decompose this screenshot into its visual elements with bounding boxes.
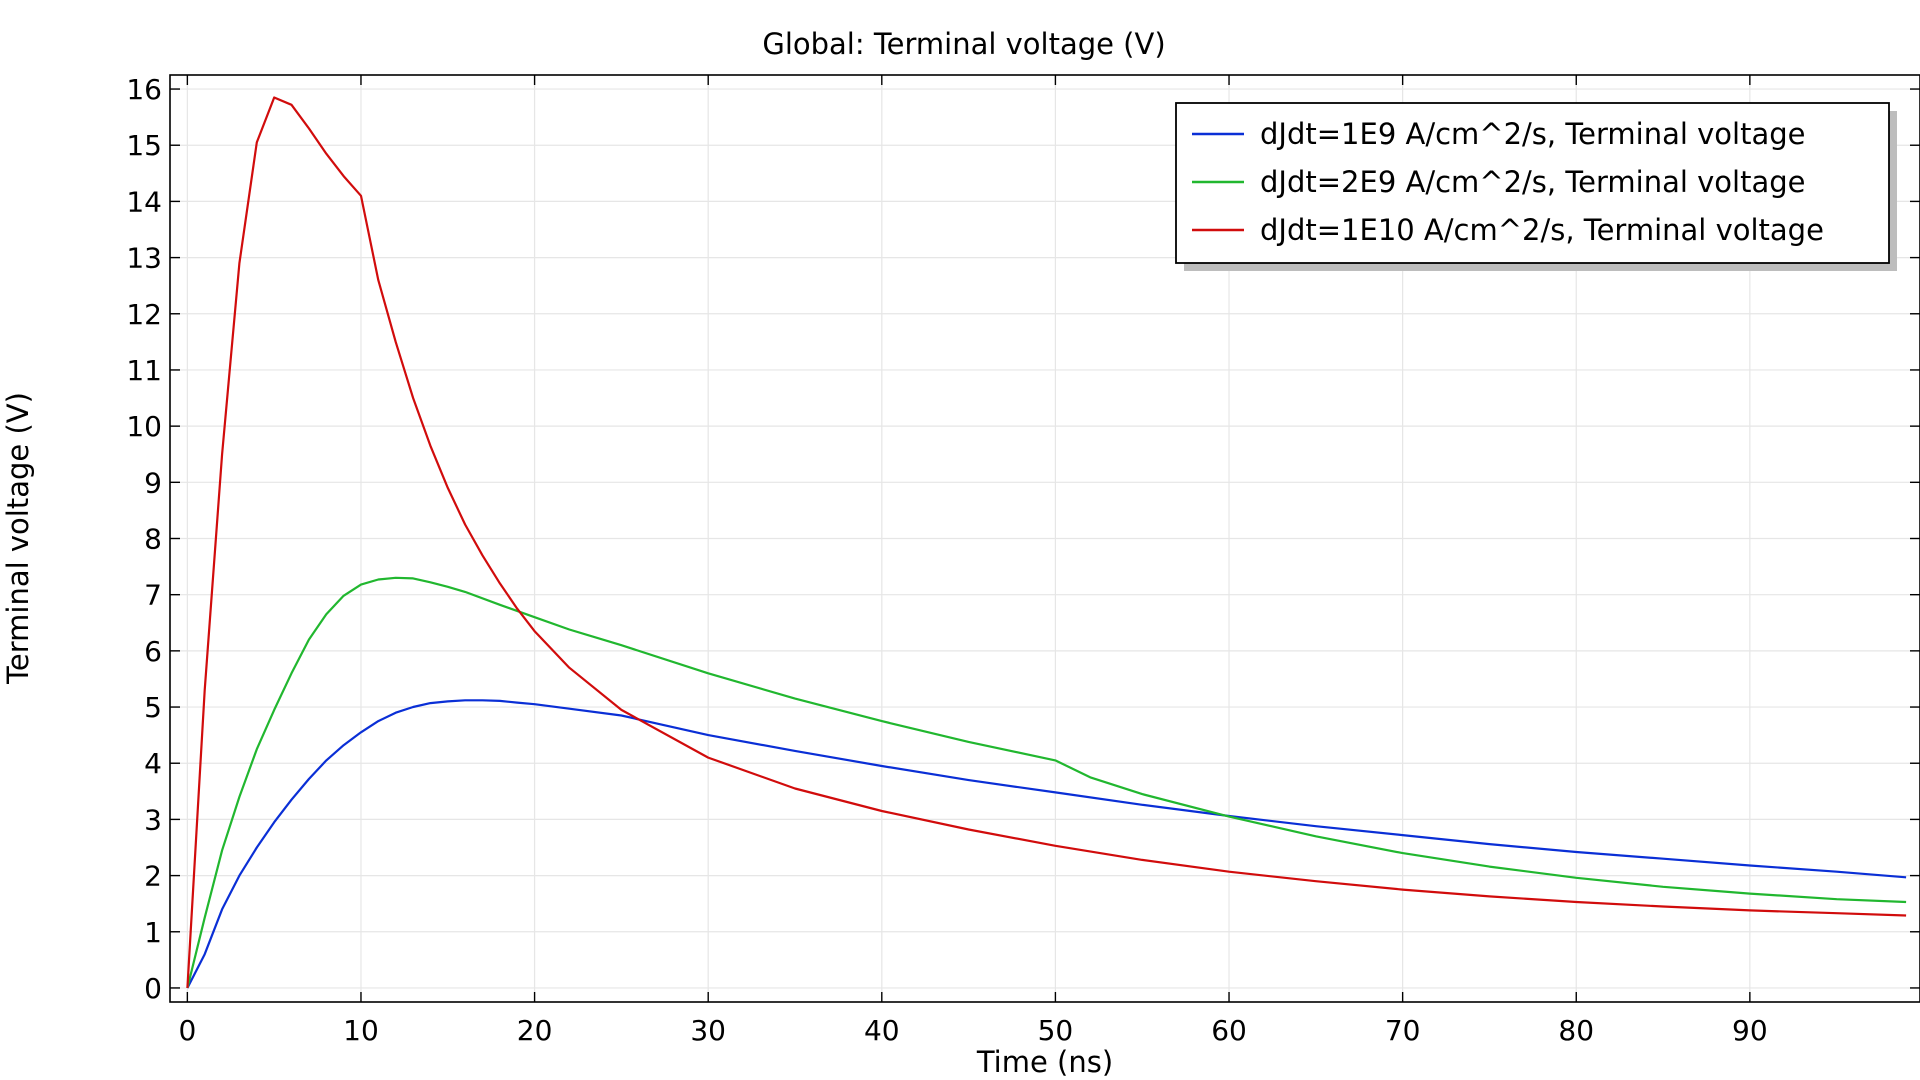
y-tick-label: 0 [144, 972, 162, 1005]
x-tick-label: 60 [1211, 1014, 1247, 1047]
x-tick-label: 10 [343, 1014, 379, 1047]
x-tick-label: 50 [1038, 1014, 1074, 1047]
y-tick-label: 14 [126, 185, 162, 218]
x-tick-label: 90 [1732, 1014, 1768, 1047]
x-axis-label: Time (ns) [976, 1045, 1113, 1079]
grid [170, 75, 1920, 1002]
y-tick-label: 5 [144, 691, 162, 724]
legend-box [1175, 102, 1890, 264]
y-tick-label: 15 [126, 129, 162, 162]
series-line-3 [186, 96, 1907, 989]
y-tick-label: 13 [126, 242, 162, 275]
legend-label: dJdt=2E9 A/cm^2/s, Terminal voltage [1260, 165, 1805, 199]
y-tick-label: 11 [126, 354, 162, 387]
x-axis-ticks: 0 10 20 30 40 50 60 70 80 90 [178, 75, 1768, 1047]
chart-title: Global: Terminal voltage (V) [762, 27, 1165, 61]
y-tick-label: 2 [144, 860, 162, 893]
x-tick-label: 20 [517, 1014, 553, 1047]
y-tick-label: 16 [126, 73, 162, 106]
y-tick-label: 6 [144, 635, 162, 668]
x-tick-label: 80 [1558, 1014, 1594, 1047]
x-tick-label: 0 [178, 1014, 196, 1047]
series-lines [186, 96, 1907, 989]
y-tick-label: 10 [126, 410, 162, 443]
legend-label: dJdt=1E9 A/cm^2/s, Terminal voltage [1260, 117, 1805, 151]
x-tick-label: 40 [864, 1014, 900, 1047]
legend-label: dJdt=1E10 A/cm^2/s, Terminal voltage [1260, 213, 1824, 247]
y-tick-label: 3 [144, 803, 162, 836]
y-axis-label: Terminal voltage (V) [1, 392, 35, 685]
series-line-2 [186, 576, 1907, 989]
y-tick-label: 7 [144, 579, 162, 612]
y-tick-label: 12 [126, 298, 162, 331]
x-tick-label: 30 [690, 1014, 726, 1047]
x-tick-label: 70 [1385, 1014, 1421, 1047]
y-tick-label: 8 [144, 523, 162, 556]
legend: dJdt=1E9 A/cm^2/s, Terminal voltage dJdt=… [1175, 102, 1897, 271]
series-line-1 [186, 699, 1907, 989]
y-tick-label: 1 [144, 916, 162, 949]
y-tick-label: 4 [144, 747, 162, 780]
y-tick-label: 9 [144, 466, 162, 499]
